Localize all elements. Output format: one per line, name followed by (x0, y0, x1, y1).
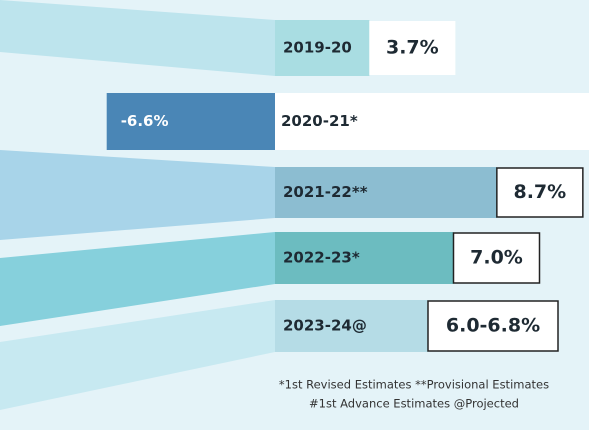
category-label: 2022-23* (283, 249, 360, 267)
label-background (275, 93, 589, 150)
value-label: 3.7% (386, 37, 439, 59)
bar (275, 300, 428, 352)
value-label: 7.0% (470, 247, 523, 269)
ribbon (0, 150, 275, 240)
bar (106, 93, 275, 150)
value-box (496, 167, 584, 218)
category-label: 2020-21* (281, 112, 358, 130)
category-label: 2019-20 (283, 39, 352, 57)
footnote: #1st Advance Estimates @Projected (309, 397, 519, 411)
value-label: 6.0-6.8% (446, 315, 540, 337)
footnote: *1st Revised Estimates **Provisional Est… (279, 378, 549, 392)
value-label: 8.7% (513, 181, 566, 203)
category-label: 2021-22** (283, 183, 368, 201)
bar (275, 20, 370, 76)
value-label: -6.6% (121, 112, 169, 130)
bar (275, 232, 454, 284)
bar (275, 167, 497, 218)
value-box (452, 232, 541, 284)
ribbon (0, 300, 275, 410)
category-label: 2023-24@ (283, 317, 367, 335)
value-box (369, 21, 456, 75)
ribbon (0, 232, 275, 326)
value-box (427, 300, 559, 352)
ribbon (0, 0, 275, 76)
